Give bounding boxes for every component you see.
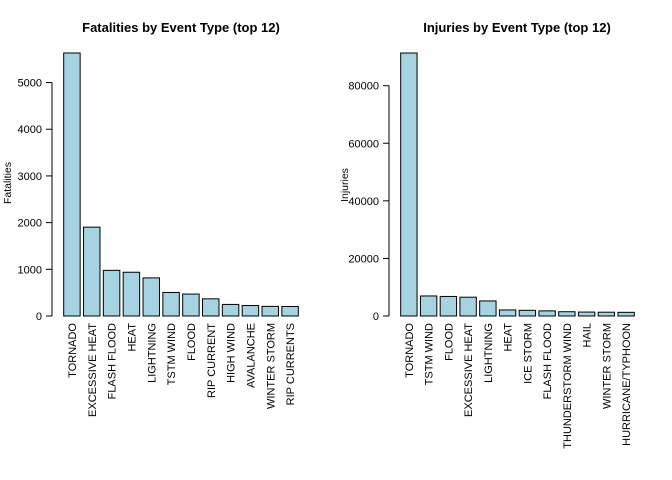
x-tick-label: HEAT (126, 323, 138, 352)
x-tick-label: TORNADO (404, 323, 416, 378)
y-axis-label: Fatalities (2, 162, 14, 204)
bar (261, 305, 279, 317)
x-tick-label: FLOOD (443, 323, 455, 361)
x-tick-label: THUNDERSTORM WIND (562, 323, 574, 449)
chart-title: Injuries by Event Type (top 12) (423, 20, 611, 35)
bar (400, 52, 418, 317)
y-tick-label: 3000 (18, 171, 42, 183)
x-tick-label: HEAT (503, 323, 515, 352)
x-tick-label: WINTER STORM (601, 323, 613, 409)
x-tick-label: RIP CURRENTS (285, 323, 297, 405)
x-tick-label: FLASH FLOOD (542, 323, 554, 399)
fatalities-chart: Fatalities by Event Type (top 12) Fatali… (2, 20, 299, 417)
bar (479, 300, 497, 317)
bar (102, 269, 121, 317)
bar (202, 298, 220, 317)
bar (281, 305, 299, 317)
x-tick-label: HURRICANE/TYPHOON (621, 323, 633, 446)
x-tick-label: HIGH WIND (226, 323, 238, 383)
x-tick-label: AVALANCHE (245, 323, 257, 388)
bar (241, 305, 260, 317)
y-tick-label: 1000 (18, 264, 42, 276)
y-tick-label: 0 (373, 311, 379, 323)
bar (63, 52, 81, 317)
x-tick-label: HAIL (582, 323, 594, 347)
bar (182, 293, 200, 317)
x-tick-label: ICE STORM (522, 323, 534, 384)
chart-title: Fatalities by Event Type (top 12) (82, 20, 280, 35)
x-tick-label: TSTM WIND (166, 323, 178, 385)
bar (142, 277, 160, 317)
y-tick-label: 4000 (18, 124, 42, 136)
y-tick-label: 5000 (18, 78, 42, 90)
x-tick-label: LIGHTNING (146, 323, 158, 383)
x-tick-label: RIP CURRENT (206, 323, 218, 398)
y-tick-label: 40000 (348, 196, 379, 208)
bar (122, 271, 141, 317)
bar (538, 310, 556, 317)
bar (577, 311, 596, 317)
x-tick-label: TSTM WIND (424, 323, 436, 385)
bar (498, 309, 517, 317)
bar (221, 303, 240, 317)
x-tick-label: EXCESSIVE HEAT (463, 323, 475, 417)
bar (162, 291, 180, 317)
y-tick-label: 20000 (348, 253, 379, 265)
bar (439, 295, 458, 317)
injuries-chart: Injuries by Event Type (top 12) Injuries… (339, 20, 635, 449)
bar (617, 311, 635, 317)
bar (459, 296, 477, 317)
y-tick-label: 60000 (348, 138, 379, 150)
y-tick-label: 0 (36, 311, 42, 323)
bar (518, 309, 537, 317)
x-tick-label: FLASH FLOOD (107, 323, 119, 399)
y-axis-label: Injuries (339, 168, 351, 202)
x-tick-label: EXCESSIVE HEAT (87, 323, 99, 417)
x-tick-label: WINTER STORM (265, 323, 277, 409)
x-tick-label: FLOOD (186, 323, 198, 361)
bar (597, 311, 616, 317)
y-tick-label: 2000 (18, 218, 42, 230)
x-tick-label: TORNADO (67, 323, 79, 378)
bar (419, 295, 438, 317)
bar (83, 226, 101, 317)
x-tick-label: LIGHTNING (483, 323, 495, 383)
bar (558, 311, 576, 317)
y-tick-label: 80000 (348, 81, 379, 93)
